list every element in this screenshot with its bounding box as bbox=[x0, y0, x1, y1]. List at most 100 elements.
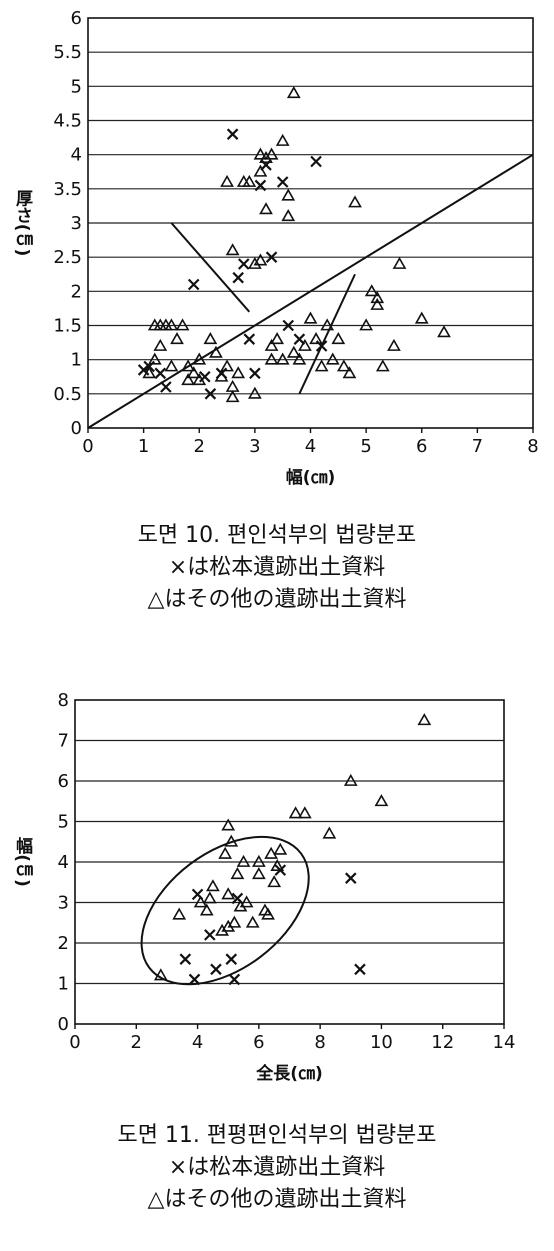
division-line bbox=[298, 273, 356, 395]
y-tick-label: 3.5 bbox=[53, 179, 82, 200]
cross-point bbox=[293, 333, 306, 345]
triangle-point bbox=[348, 195, 362, 208]
triangle-point bbox=[298, 338, 312, 351]
cross-point bbox=[276, 176, 289, 188]
triangle-point bbox=[364, 284, 379, 297]
triangle-point bbox=[392, 256, 407, 269]
division-line bbox=[170, 222, 251, 313]
y-tick-label: 6 bbox=[71, 8, 82, 29]
cross-point bbox=[187, 278, 200, 291]
triangle-point bbox=[220, 359, 234, 372]
triangle-point bbox=[273, 842, 288, 855]
y-tick-label: 8 bbox=[58, 690, 69, 711]
x-tick-label: 4 bbox=[305, 436, 316, 457]
y-tick-label: 1.5 bbox=[53, 316, 82, 337]
x-tick-label: 8 bbox=[314, 1032, 325, 1053]
triangle-point bbox=[270, 858, 285, 871]
triangle-point bbox=[259, 202, 273, 215]
x-tick-label: 5 bbox=[360, 436, 371, 457]
triangle-point bbox=[297, 806, 312, 819]
triangle-point bbox=[253, 147, 268, 160]
caption-10-title: 도면 10. 편인석부의 법량분포 bbox=[137, 523, 417, 548]
triangle-point bbox=[374, 794, 389, 807]
cross-point bbox=[160, 381, 172, 393]
grouping-ellipse bbox=[140, 835, 310, 986]
caption-11-legend-cross: ×は松本遺跡出土資料 bbox=[168, 1154, 386, 1180]
x-tick-label: 6 bbox=[416, 436, 427, 457]
chart-10-width-thickness: 0 0.5 1 1.5 2 2.5 3 3.5 4 4.5 5 5.5 6 0 1 2 3 4 5 6 7 8 幅(㎝) 厚さ… bbox=[12, 8, 539, 488]
cross-point bbox=[243, 333, 256, 345]
triangle-point bbox=[336, 359, 351, 372]
triangle-point bbox=[281, 188, 296, 201]
triangle-point bbox=[227, 915, 242, 928]
triangle-point bbox=[186, 366, 201, 379]
triangle-point bbox=[245, 915, 260, 928]
triangle-point bbox=[225, 390, 240, 403]
triangle-point bbox=[192, 373, 207, 386]
caption-11-legend-triangle: △はその他の遺跡出土資料 bbox=[147, 1186, 407, 1212]
y-tick-label: 0.5 bbox=[53, 384, 82, 405]
triangle-point bbox=[170, 332, 184, 345]
y-tick-label: 2 bbox=[71, 281, 82, 302]
triangle-point bbox=[153, 968, 168, 981]
cross-point bbox=[204, 388, 217, 400]
triangle-point bbox=[214, 369, 229, 382]
triangle-point bbox=[437, 325, 451, 338]
triangle-point bbox=[264, 147, 279, 160]
triangle-point bbox=[251, 867, 266, 880]
x-axis-label: 幅(㎝) bbox=[286, 467, 336, 488]
triangle-point bbox=[251, 854, 266, 867]
triangle-point bbox=[286, 345, 301, 358]
cross-point bbox=[232, 271, 244, 284]
triangle-point bbox=[242, 174, 257, 187]
cross-point bbox=[188, 973, 201, 986]
triangle-point bbox=[172, 907, 187, 920]
triangle-point bbox=[253, 164, 268, 177]
triangle-point bbox=[309, 332, 323, 345]
triangle-point bbox=[264, 846, 278, 859]
triangle-point bbox=[281, 209, 296, 222]
y-tick-label: 7 bbox=[58, 731, 69, 752]
cross-point bbox=[228, 973, 241, 986]
cross-point bbox=[210, 963, 222, 976]
triangle-point bbox=[247, 256, 262, 269]
triangle-point bbox=[218, 846, 233, 859]
triangle-point bbox=[221, 818, 236, 831]
cross-point bbox=[179, 953, 192, 965]
triangle-point bbox=[202, 891, 217, 904]
x-tick-label: 0 bbox=[69, 1032, 80, 1053]
y-tick-label: 4 bbox=[71, 145, 82, 166]
x-tick-label: 6 bbox=[253, 1032, 264, 1053]
triangle-point bbox=[192, 352, 207, 365]
x-tick-label: 10 bbox=[370, 1032, 393, 1053]
triangle-point bbox=[206, 879, 220, 892]
triangle-point bbox=[225, 243, 240, 256]
triangle-point bbox=[164, 318, 179, 331]
triangle-point bbox=[239, 895, 254, 908]
y-tick-label: 2.5 bbox=[53, 247, 82, 268]
y-tick-label: 1 bbox=[58, 974, 69, 995]
triangle-point bbox=[414, 311, 429, 324]
triangle-point bbox=[199, 903, 214, 916]
cross-point bbox=[154, 367, 167, 380]
caption-11-title: 도면 11. 편평편인석부의 법량분포 bbox=[117, 1123, 437, 1148]
triangle-point bbox=[147, 352, 162, 365]
triangle-point bbox=[181, 359, 196, 372]
y-tick-label: 4 bbox=[58, 852, 69, 873]
triangle-point bbox=[331, 332, 346, 345]
triangle-point bbox=[359, 318, 374, 331]
cross-point bbox=[204, 929, 216, 941]
y-tick-label: 5.5 bbox=[53, 42, 82, 63]
triangle-point bbox=[320, 318, 335, 331]
plot-frame bbox=[74, 699, 505, 1025]
x-tick-label: 3 bbox=[249, 436, 260, 457]
y-axis-label: 幅(㎝) bbox=[12, 836, 33, 887]
caption-10-legend-cross: ×は松本遺跡出土資料 bbox=[168, 554, 386, 580]
cross-point bbox=[237, 258, 250, 270]
y-tick-label: 2 bbox=[58, 933, 69, 954]
y-tick-label: 4.5 bbox=[53, 111, 82, 132]
triangle-point bbox=[288, 806, 303, 819]
triangle-point bbox=[343, 773, 358, 786]
